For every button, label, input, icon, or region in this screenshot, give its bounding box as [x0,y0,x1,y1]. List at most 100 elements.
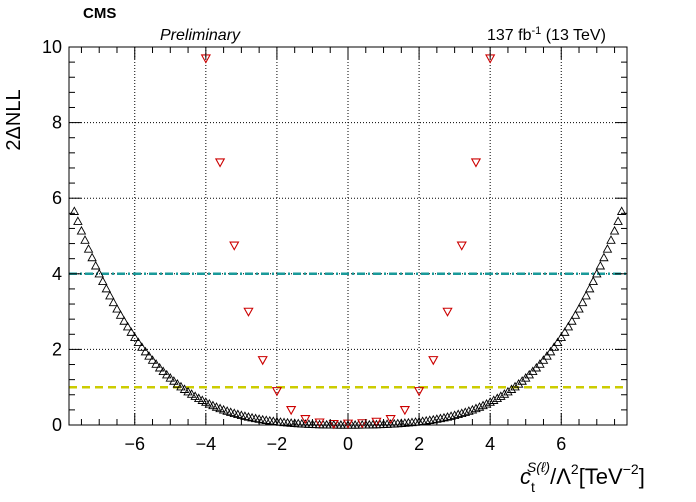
black-scan-point [129,332,140,342]
red-scan-point [229,241,240,251]
x-tick-label: 2 [414,434,424,454]
black-scan-point [144,351,154,360]
black-scan-point [201,397,211,406]
black-scan-point [94,268,104,278]
black-scan-point [581,290,591,300]
black-scan-point [197,395,208,404]
x-tick-label: 6 [556,434,566,454]
y-tick-label: 10 [42,37,62,57]
x-tick-label: −6 [124,434,145,454]
black-scan-point [446,411,456,420]
black-scan-point [616,206,627,215]
black-scan-point [147,355,158,364]
black-scan-point [552,337,563,347]
y-tick-label: 4 [52,264,62,284]
y-tick-label: 8 [52,113,62,133]
black-scan-point [613,216,623,225]
x-title-subscript: t [531,479,535,495]
red-scan-point [456,241,467,251]
black-scan-point [80,235,90,244]
black-scan-point [499,389,510,398]
black-scan-point [69,206,80,215]
black-scan-point [112,303,122,313]
y-tick-label: 6 [52,188,62,208]
black-scan-point [154,362,165,372]
x-title-superscript: S(ℓ) [527,459,550,475]
black-scan-point [428,414,439,424]
red-scan-point [385,415,396,425]
x-tick-label: 4 [485,434,495,454]
red-scan-point [413,387,425,397]
black-scan-point [424,415,435,424]
black-scan-point [456,408,467,417]
lumi-value: 137 fb [487,27,532,44]
black-scan-point [577,297,588,307]
red-scan-point [371,417,382,427]
y-tick-label: 2 [52,339,62,359]
black-scan-point [584,283,595,293]
black-scan-point [471,403,481,413]
red-scan-point [271,387,283,397]
x-title-unit: [TeV [579,464,623,489]
red-scan-point [442,307,453,317]
x-title-unit-close: ] [639,464,645,489]
red-scan-point [399,405,411,416]
black-scan-point [165,373,176,382]
black-scan-point [588,276,599,285]
black-scan-point [105,290,115,300]
experiment-label: CMS [83,5,116,22]
black-scan-point [439,412,449,422]
red-scan-point [328,419,339,430]
black-scan-point [556,332,567,342]
black-scan-point [496,391,506,400]
red-scan-point [257,356,268,366]
black-scan-point [179,384,190,393]
red-scan-point [214,158,226,168]
red-scan-point [428,356,439,366]
black-scan-point [140,346,151,356]
red-scan-series [200,54,496,430]
black-scan-point [126,327,136,336]
grid-lines [69,47,627,425]
black-scan-point [592,268,602,278]
x-title-divider: /Λ [550,464,571,489]
black-scan-point [151,359,161,368]
y-tick-label: 0 [52,415,62,435]
black-scan-point [169,376,179,385]
red-scan-point [470,158,482,168]
reference-lines [69,272,627,389]
black-scan-point [101,283,112,293]
black-scan-point [442,412,453,421]
black-scan-point [137,342,147,351]
red-scan-point [357,419,368,429]
luminosity-label: 137 fb-1 (13 TeV) [487,25,606,44]
black-scan-point [474,402,485,411]
x-tick-label: −2 [267,434,288,454]
black-scan-point [435,413,446,423]
black-scan-series [69,206,627,429]
black-scan-point [453,409,463,419]
red-scan-point [285,405,297,416]
black-scan-point [545,346,556,356]
black-scan-point [183,386,193,396]
x-tick-label: −4 [196,434,217,454]
lumi-exponent: -1 [531,25,541,37]
tick-labels: −6 −4 −2 0 2 4 6 0 2 4 6 8 10 [42,37,566,454]
black-scan-point [563,321,574,331]
black-scan-point [517,376,527,385]
energy-value: (13 TeV) [541,27,606,44]
black-scan-point [574,303,584,313]
black-scan-point [570,310,581,319]
black-scan-point [510,381,520,391]
black-scan-point [464,406,474,415]
black-scan-point [538,355,549,364]
red-scan-point [300,415,311,425]
black-scan-point [503,386,513,396]
black-scan-point [481,398,492,408]
black-scan-point [609,225,620,235]
y-axis-title: 2ΔNLL [3,89,25,150]
black-scan-point [90,260,101,270]
black-scan-point [549,342,559,351]
black-scan-point [417,416,428,425]
black-scan-point [97,276,108,285]
